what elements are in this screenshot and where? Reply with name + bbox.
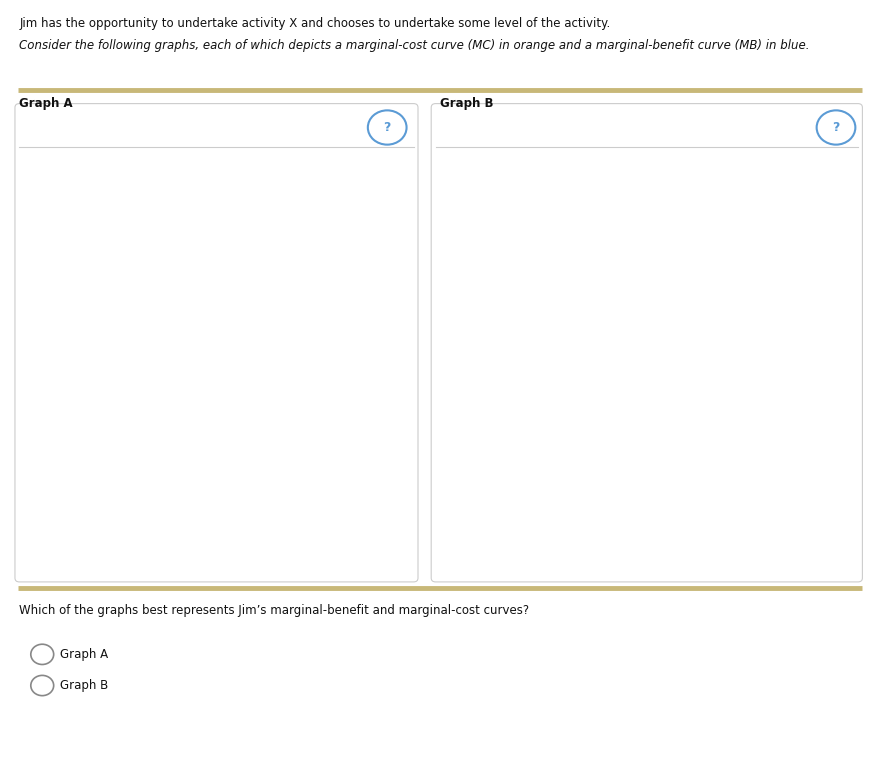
Text: Which of the graphs best represents Jim’s marginal-benefit and marginal-cost cur: Which of the graphs best represents Jim’… [19, 604, 530, 617]
Text: Graph A: Graph A [19, 97, 73, 111]
Text: Consider the following graphs, each of which depicts a marginal-cost curve (MC) : Consider the following graphs, each of w… [19, 39, 810, 52]
X-axis label: ACTIVITY X (Hours): ACTIVITY X (Hours) [184, 550, 289, 560]
Text: MC: MC [839, 333, 855, 344]
Text: MB: MB [839, 517, 855, 527]
Text: MC: MC [395, 310, 412, 320]
Text: ?: ? [384, 121, 391, 134]
Y-axis label: MARGINAL BENEFIT, MARGINAL COST ($ per hour of Activity X): MARGINAL BENEFIT, MARGINAL COST ($ per h… [471, 207, 480, 491]
Text: MB: MB [395, 517, 412, 527]
Text: ?: ? [832, 121, 840, 134]
Text: Graph B: Graph B [440, 97, 494, 111]
Y-axis label: MARGINAL BENEFIT, MARGINAL COST ($ per hour of Activity X): MARGINAL BENEFIT, MARGINAL COST ($ per h… [55, 207, 63, 491]
Text: Graph A: Graph A [60, 648, 108, 661]
X-axis label: ACTIVITY X (Hours): ACTIVITY X (Hours) [614, 550, 719, 560]
Text: Jim has the opportunity to undertake activity X and chooses to undertake some le: Jim has the opportunity to undertake act… [19, 17, 611, 30]
Text: Graph B: Graph B [60, 679, 108, 692]
